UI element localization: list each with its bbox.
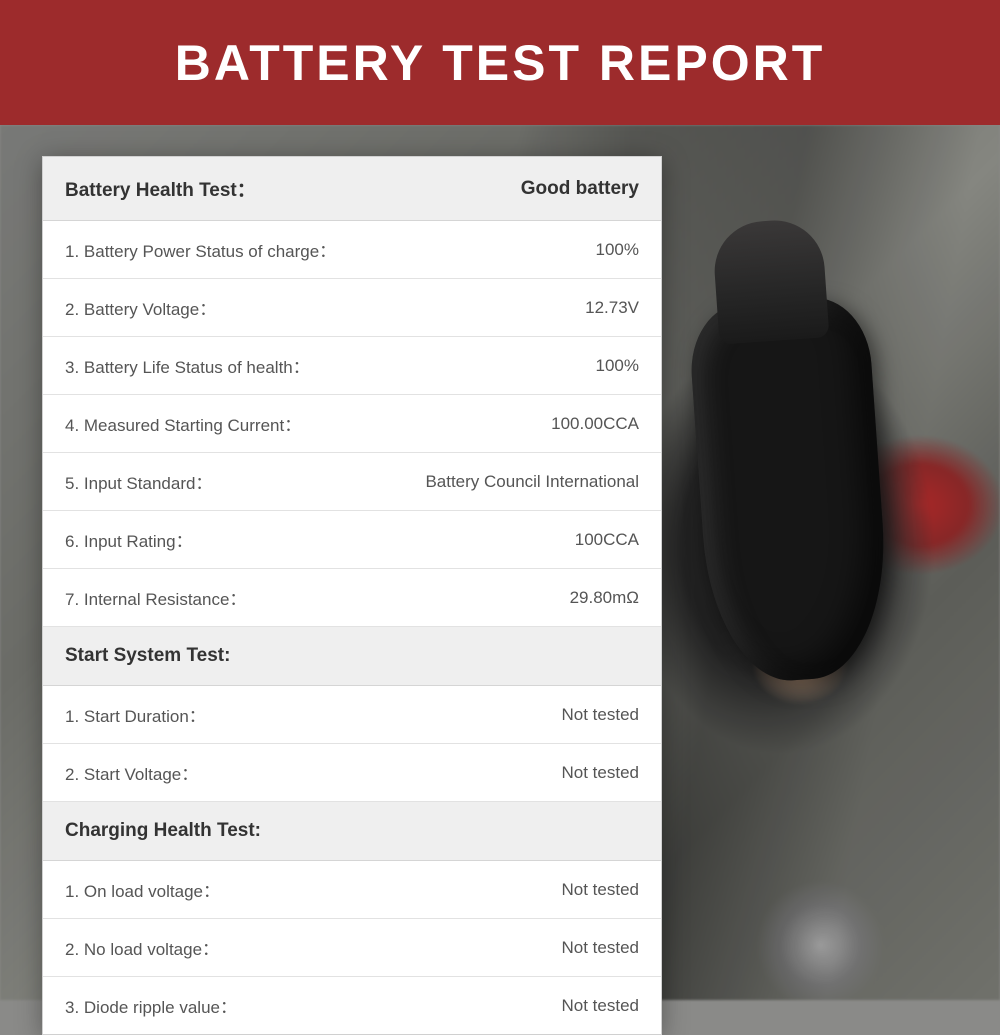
row-value: 100% — [596, 356, 639, 376]
section-header-value: Good battery — [521, 178, 639, 200]
row-value: Not tested — [562, 938, 640, 958]
row-label: 1. On load voltage： — [65, 877, 220, 902]
table-row: 3. Diode ripple value： Not tested — [43, 977, 661, 1034]
row-value: 29.80mΩ — [570, 588, 639, 608]
table-row: 1. Start Duration： Not tested — [43, 686, 661, 744]
row-value: Not tested — [562, 996, 640, 1016]
table-row: 2. Battery Voltage： 12.73V — [43, 279, 661, 337]
row-label: 3. Battery Life Status of health： — [65, 353, 310, 378]
row-label: 5. Input Standard： — [65, 469, 212, 494]
row-value: 100% — [596, 240, 639, 260]
row-value: Not tested — [562, 880, 640, 900]
row-value: Not tested — [562, 705, 640, 725]
row-label: 7. Internal Resistance： — [65, 585, 246, 610]
table-row: 2. Start Voltage： Not tested — [43, 744, 661, 802]
row-label: 2. Battery Voltage： — [65, 295, 216, 320]
table-row: 5. Input Standard： Battery Council Intern… — [43, 453, 661, 511]
section-header: Start System Test: — [43, 627, 661, 686]
section-header-label: Charging Health Test: — [65, 820, 261, 842]
row-label: 1. Start Duration： — [65, 702, 206, 727]
title-bar: BATTERY TEST REPORT — [0, 0, 1000, 125]
row-label: 2. No load voltage： — [65, 935, 219, 960]
table-row: 7. Internal Resistance： 29.80mΩ — [43, 569, 661, 627]
row-label: 1. Battery Power Status of charge： — [65, 237, 336, 262]
row-value: 100.00CCA — [551, 414, 639, 434]
row-value: 12.73V — [585, 298, 639, 318]
row-value: Not tested — [562, 763, 640, 783]
row-label: 3. Diode ripple value： — [65, 993, 237, 1018]
section-header-label: Battery Health Test： — [65, 175, 256, 202]
section-header: Charging Health Test: — [43, 802, 661, 861]
row-value: 100CCA — [575, 530, 639, 550]
table-row: 6. Input Rating： 100CCA — [43, 511, 661, 569]
table-row: 4. Measured Starting Current： 100.00CCA — [43, 395, 661, 453]
page-title: BATTERY TEST REPORT — [175, 34, 826, 92]
row-label: 2. Start Voltage： — [65, 760, 198, 785]
row-label: 6. Input Rating： — [65, 527, 193, 552]
table-row: 3. Battery Life Status of health： 100% — [43, 337, 661, 395]
section-header-label: Start System Test: — [65, 645, 230, 667]
table-row: 2. No load voltage： Not tested — [43, 919, 661, 977]
report-table: Battery Health Test： Good battery 1. Batte… — [42, 156, 662, 1035]
row-label: 4. Measured Starting Current： — [65, 411, 301, 436]
table-row: 1. On load voltage： Not tested — [43, 861, 661, 919]
section-header: Battery Health Test： Good battery — [43, 157, 661, 221]
row-value: Battery Council International — [425, 472, 639, 492]
table-row: 1. Battery Power Status of charge： 100% — [43, 221, 661, 279]
